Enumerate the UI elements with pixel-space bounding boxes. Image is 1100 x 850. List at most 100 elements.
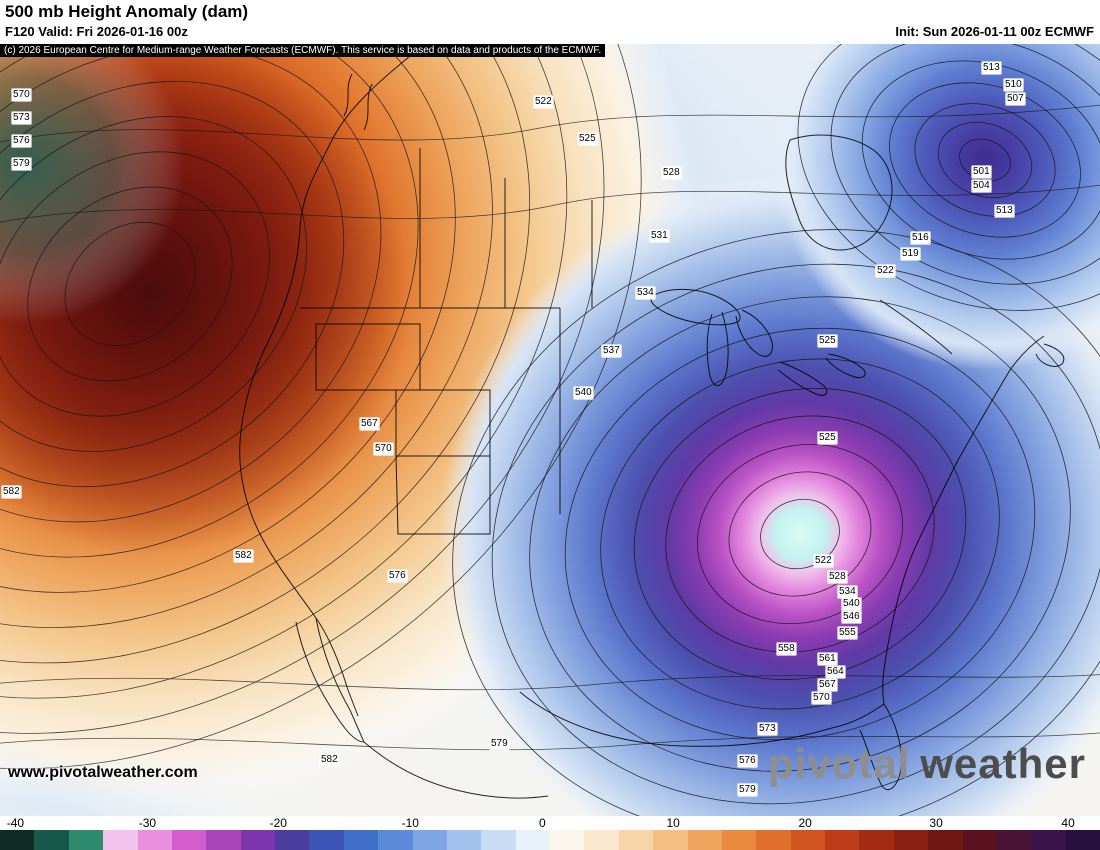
colorbar-segment xyxy=(756,830,791,850)
colorbar-segment xyxy=(275,830,310,850)
colorbar-segment xyxy=(68,830,104,850)
colorbar-segment xyxy=(790,830,825,850)
init-time-label: Init: Sun 2026-01-11 00z ECMWF xyxy=(895,24,1094,39)
colorbar-segment xyxy=(825,830,860,850)
colorbar-tick-label: 10 xyxy=(666,816,680,830)
colorbar-segment xyxy=(893,830,929,850)
contour-label: 567 xyxy=(360,418,379,430)
contour-label: 576 xyxy=(738,755,757,767)
logo-word-weather: weather xyxy=(920,740,1086,787)
contour-label: 525 xyxy=(818,335,837,347)
contour-label: 525 xyxy=(578,133,597,145)
colorbar-tick-label: -40 xyxy=(6,816,25,830)
colorbar-tick-label: 20 xyxy=(798,816,812,830)
colorbar-tick-label: 0 xyxy=(538,816,546,830)
contour-label: 522 xyxy=(534,96,553,108)
contour-label: 537 xyxy=(602,345,621,357)
contour-label: 573 xyxy=(758,723,777,735)
contour-label: 507 xyxy=(1006,93,1025,105)
contour-label: 570 xyxy=(12,89,31,101)
colorbar-tick-label: -10 xyxy=(401,816,419,830)
contour-label: 513 xyxy=(995,205,1014,217)
contour-label: 540 xyxy=(842,598,861,610)
contour-label: 546 xyxy=(842,611,861,623)
colorbar-tick-label: 40 xyxy=(1061,816,1075,830)
contours-southeast-low xyxy=(452,229,1100,816)
map-header: 500 mb Height Anomaly (dam) F120 Valid: … xyxy=(0,0,1100,44)
contour-label: 510 xyxy=(1004,79,1023,91)
contour-label: 570 xyxy=(374,443,393,455)
colorbar-segment xyxy=(721,830,757,850)
colorbar-segment xyxy=(446,830,482,850)
contours-northeast-low xyxy=(797,44,1100,311)
contour-label: 570 xyxy=(812,692,831,704)
colorbar-segment xyxy=(928,830,963,850)
colorbar xyxy=(0,830,1100,850)
negative-anomaly-northeast xyxy=(0,44,1100,816)
colorbar-tick-label: -20 xyxy=(269,816,287,830)
colorbar-segment xyxy=(996,830,1032,850)
colorbar-tick-label: -30 xyxy=(138,816,157,830)
contour-label: 504 xyxy=(972,180,991,192)
contours-west-ridge xyxy=(0,44,642,770)
colorbar-segment xyxy=(206,830,241,850)
colorbar-segment xyxy=(481,830,516,850)
contour-labels: 570 573 576 579 582 582 567 570 576 582 579 522 525 5… xyxy=(0,44,1100,816)
contour-label: 558 xyxy=(777,643,796,655)
colorbar-segment xyxy=(171,830,207,850)
contour-label: 540 xyxy=(574,387,593,399)
contour-label: 561 xyxy=(818,653,837,665)
contour-label: 564 xyxy=(826,666,845,678)
geography-outlines xyxy=(239,47,1065,799)
contour-label: 579 xyxy=(490,738,509,750)
contour-label: 519 xyxy=(901,248,920,260)
colorbar-segment xyxy=(584,830,619,850)
contour-label: 567 xyxy=(818,679,837,691)
colorbar-ticks: -40 -30 -20 -10 0 10 20 30 40 xyxy=(0,816,1100,830)
page-title: 500 mb Height Anomaly (dam) xyxy=(5,2,249,21)
contours-flow xyxy=(0,104,1100,751)
colorbar-segment xyxy=(137,830,172,850)
contour-label: 582 xyxy=(320,754,339,766)
anomaly-map: (c) 2026 European Centre for Medium-rang… xyxy=(0,44,1100,816)
colorbar-segment xyxy=(515,830,550,850)
colorbar-segment xyxy=(240,830,275,850)
colorbar-segment xyxy=(103,830,138,850)
contour-label: 573 xyxy=(12,112,31,124)
contour-label: 579 xyxy=(12,158,31,170)
contour-label: 576 xyxy=(388,570,407,582)
colorbar-segment xyxy=(859,830,894,850)
colorbar-segment xyxy=(618,830,654,850)
contour-label: 534 xyxy=(636,287,655,299)
colorbar-segment xyxy=(653,830,688,850)
contour-label: 501 xyxy=(972,166,991,178)
colorbar-segment xyxy=(309,830,344,850)
pivotal-weather-logo: pivotal weather xyxy=(768,740,1086,788)
contour-label: 528 xyxy=(662,167,681,179)
contour-label: 516 xyxy=(911,232,930,244)
watermark-url: www.pivotalweather.com xyxy=(8,764,198,781)
colorbar-segment xyxy=(412,830,447,850)
contour-label: 534 xyxy=(838,586,857,598)
colorbar-segment xyxy=(34,830,69,850)
contour-label: 513 xyxy=(982,62,1001,74)
contour-label: 582 xyxy=(234,550,253,562)
colorbar-segment xyxy=(550,830,585,850)
colorbar-segment xyxy=(1031,830,1066,850)
colorbar-segment xyxy=(378,830,413,850)
map-canvas xyxy=(0,44,1100,816)
colorbar-segment xyxy=(0,830,35,850)
colorbar-segment xyxy=(687,830,722,850)
colorbar-segment xyxy=(343,830,379,850)
logo-word-pivotal: pivotal xyxy=(767,740,911,787)
colorbar-segment xyxy=(1065,830,1100,850)
contour-label: 528 xyxy=(828,571,847,583)
contour-label: 576 xyxy=(12,135,31,147)
colorbar-tick-label: 30 xyxy=(929,816,943,830)
colorbar-segment xyxy=(962,830,997,850)
valid-time-label: F120 Valid: Fri 2026-01-16 00z xyxy=(5,24,188,39)
contour-label: 582 xyxy=(2,486,21,498)
contour-label: 531 xyxy=(650,230,669,242)
contour-label: 555 xyxy=(838,627,857,639)
